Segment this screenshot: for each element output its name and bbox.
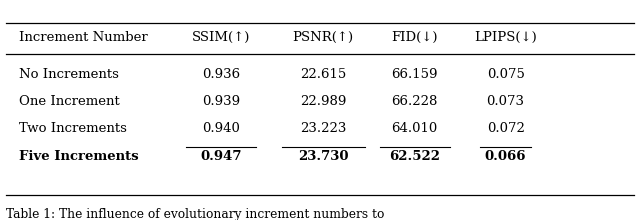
Text: 0.073: 0.073	[486, 95, 525, 108]
Text: 66.159: 66.159	[392, 68, 438, 81]
Text: One Increment: One Increment	[19, 95, 120, 108]
Text: Table 1: The influence of evolutionary increment numbers to: Table 1: The influence of evolutionary i…	[6, 208, 385, 220]
Text: LPIPS(↓): LPIPS(↓)	[474, 31, 537, 44]
Text: 22.989: 22.989	[300, 95, 346, 108]
Text: PSNR(↑): PSNR(↑)	[292, 31, 354, 44]
Text: 23.730: 23.730	[298, 150, 348, 163]
Text: 0.066: 0.066	[485, 150, 526, 163]
Text: Two Increments: Two Increments	[19, 122, 127, 135]
Text: 66.228: 66.228	[392, 95, 438, 108]
Text: Increment Number: Increment Number	[19, 31, 148, 44]
Text: 23.223: 23.223	[300, 122, 346, 135]
Text: 0.940: 0.940	[202, 122, 240, 135]
Text: 0.075: 0.075	[486, 68, 525, 81]
Text: Five Increments: Five Increments	[19, 150, 139, 163]
Text: 62.522: 62.522	[389, 150, 440, 163]
Text: 0.936: 0.936	[202, 68, 240, 81]
Text: No Increments: No Increments	[19, 68, 119, 81]
Text: 22.615: 22.615	[300, 68, 346, 81]
Text: FID(↓): FID(↓)	[392, 31, 438, 44]
Text: 0.072: 0.072	[486, 122, 525, 135]
Text: 0.939: 0.939	[202, 95, 240, 108]
Text: 64.010: 64.010	[392, 122, 438, 135]
Text: 0.947: 0.947	[200, 150, 241, 163]
Text: SSIM(↑): SSIM(↑)	[191, 31, 250, 44]
